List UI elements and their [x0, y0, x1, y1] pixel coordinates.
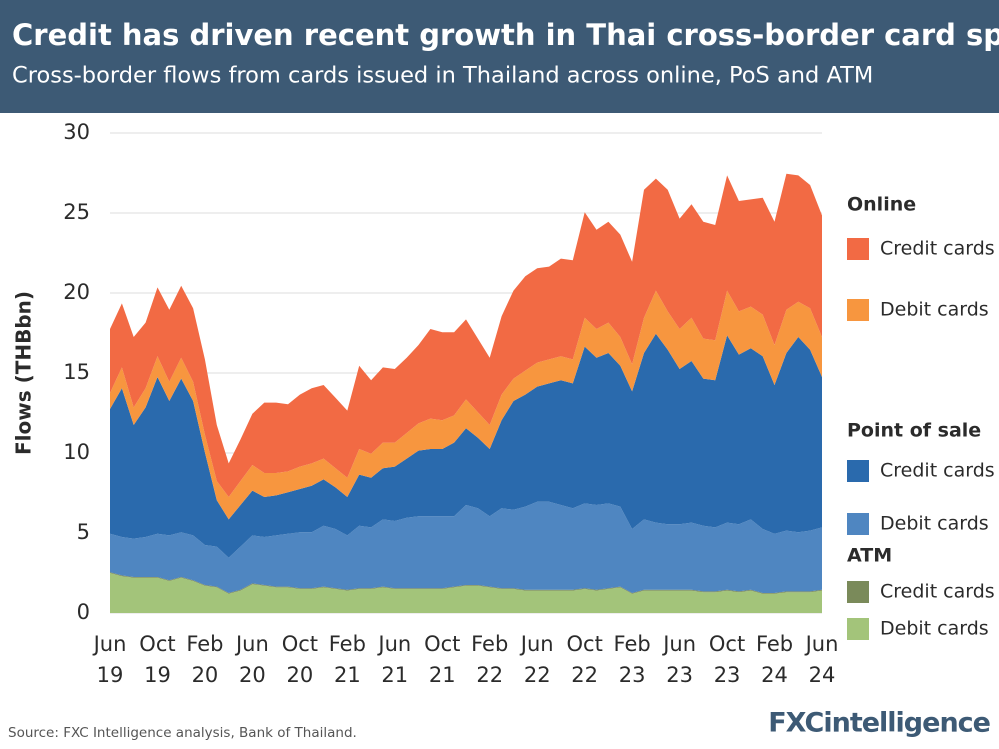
x-tick-label: Jun 24: [804, 632, 839, 687]
legend-label: Credit cards: [880, 581, 995, 603]
chart-title: Credit has driven recent growth in Thai …: [12, 18, 999, 52]
x-tick-label: Oct 20: [282, 632, 318, 687]
source-note: Source: FXC Intelligence analysis, Bank …: [8, 725, 357, 741]
x-tick-label: Oct 21: [424, 632, 460, 687]
header-band: [0, 0, 999, 113]
y-tick-label: 0: [77, 600, 90, 624]
x-tick-label: Feb 21: [329, 632, 366, 687]
area: [110, 333, 822, 558]
legend-label: Credit cards: [880, 460, 995, 482]
legend-swatch: [847, 513, 869, 535]
x-tick-label: Feb 24: [756, 632, 793, 687]
x-tick-label: Feb 23: [614, 632, 651, 687]
area: [110, 173, 822, 498]
y-tick-label: 10: [63, 440, 90, 464]
x-tick-label: Jun 21: [376, 632, 411, 687]
y-tick-label: 30: [63, 120, 90, 144]
logo: FXCintelligence: [768, 708, 990, 739]
chart-subtitle: Cross-border flows from cards issued in …: [12, 63, 873, 89]
legend-label: Debit cards: [880, 618, 989, 640]
x-tick-label: Jun 23: [661, 632, 696, 687]
x-tick-label: Oct 23: [709, 632, 745, 687]
y-axis-label: Flows (THBbn): [12, 291, 36, 455]
x-tick-label: Feb 22: [471, 632, 508, 687]
y-tick-label: 25: [63, 200, 90, 224]
legend-swatch: [847, 299, 869, 321]
y-tick-label: 5: [77, 520, 90, 544]
x-tick-label: Jun 22: [519, 632, 554, 687]
legend-group-title: Online: [847, 194, 916, 216]
area: [110, 290, 822, 520]
legend-label: Debit cards: [880, 513, 989, 535]
legend-group-title: ATM: [847, 545, 892, 567]
x-tick-label: Jun 19: [92, 632, 127, 687]
y-tick-label: 15: [63, 360, 90, 384]
legend-swatch: [847, 581, 869, 603]
legend-label: Debit cards: [880, 299, 989, 321]
legend-swatch: [847, 460, 869, 482]
legend-group-title: Point of sale: [847, 420, 981, 442]
areas: [110, 173, 822, 613]
legend-swatch: [847, 618, 869, 640]
x-tick-label: Feb 20: [186, 632, 223, 687]
legend-swatch: [847, 238, 869, 260]
y-tick-label: 20: [63, 280, 90, 304]
legend-label: Credit cards: [880, 238, 995, 260]
area: [110, 573, 822, 613]
area: [110, 501, 822, 593]
x-tick-label: Oct 19: [139, 632, 175, 687]
x-tick-label: Oct 22: [567, 632, 603, 687]
x-tick-label: Jun 20: [234, 632, 269, 687]
